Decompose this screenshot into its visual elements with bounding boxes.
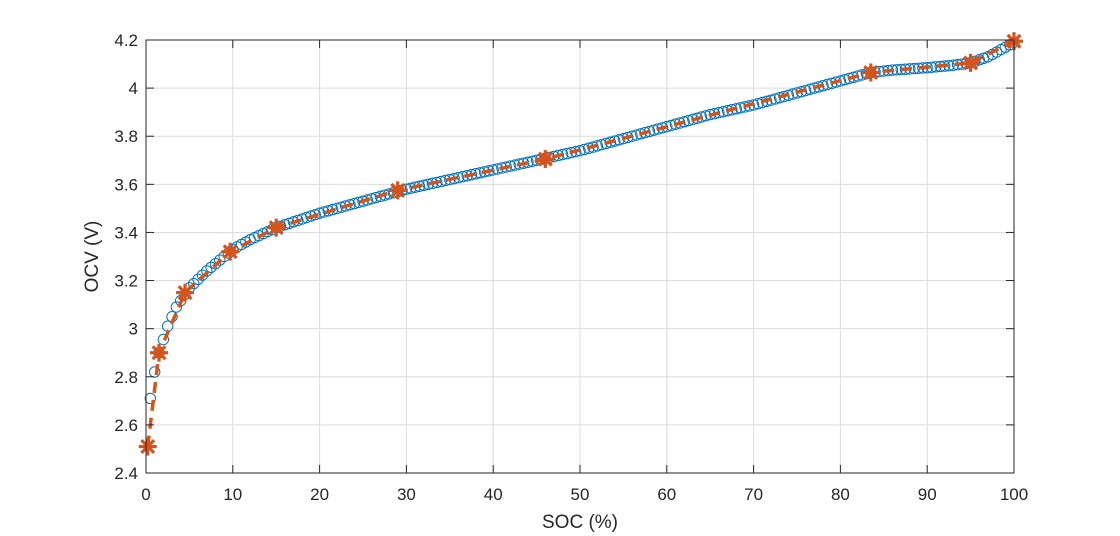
y-tick-label: 2.6 <box>114 416 138 435</box>
x-tick-label: 40 <box>484 485 503 504</box>
ocv-data-point <box>205 261 217 274</box>
ocv-data-point <box>170 301 183 313</box>
asterisk-stroke <box>151 345 167 361</box>
y-tick-label: 4 <box>129 79 138 98</box>
fit-point-asterisk <box>388 181 407 200</box>
ocv-data-point <box>214 254 226 266</box>
fit-point-asterisk <box>138 437 157 456</box>
ocv-data-point <box>691 112 703 124</box>
ocv-data-point <box>192 273 204 286</box>
y-tick-label: 2.4 <box>114 464 138 483</box>
ocv-data-point <box>695 111 708 123</box>
fit-point-asterisk <box>176 283 195 302</box>
y-tick-label: 2.8 <box>114 368 138 387</box>
fit-dashed-line <box>145 39 1015 447</box>
x-tick-label: 90 <box>918 485 937 504</box>
asterisk-stroke <box>177 285 193 301</box>
x-tick-label: 30 <box>397 485 416 504</box>
asterisk-stroke <box>268 220 284 236</box>
x-tick-label: 20 <box>310 485 329 504</box>
ocv-data-point <box>148 366 161 378</box>
ocv-data-point <box>773 92 786 104</box>
asterisk-stroke <box>390 182 406 198</box>
asterisk-stroke <box>222 244 238 260</box>
ocv-data-point <box>144 392 157 405</box>
ocv-data-point <box>326 203 339 216</box>
asterisk-stroke <box>140 439 156 455</box>
ocv-data-point <box>791 87 803 99</box>
ocv-data-point <box>188 277 200 290</box>
y-tick-label: 3.2 <box>114 272 138 291</box>
ocv-data-point <box>313 207 326 219</box>
x-tick-label: 70 <box>744 485 763 504</box>
x-axis-title: SOC (%) <box>542 512 618 533</box>
x-tick-label: 80 <box>831 485 850 504</box>
ocv-data-point <box>209 258 222 270</box>
fit-point-asterisk <box>861 63 880 82</box>
ocv-data-point <box>196 269 209 281</box>
fit-series <box>138 32 1023 456</box>
fit-point-asterisk <box>961 53 980 72</box>
ocv-data-point <box>808 82 821 94</box>
x-tick-label: 0 <box>141 485 150 504</box>
asterisk-stroke <box>963 55 979 71</box>
ocv-data-point <box>292 214 304 227</box>
x-tick-label: 100 <box>1000 485 1028 504</box>
ocv-data-point <box>708 107 721 120</box>
fit-point-asterisk <box>221 242 240 261</box>
ocv-data-point <box>201 265 213 277</box>
ocv-data-point <box>756 96 768 109</box>
asterisk-stroke <box>537 151 553 167</box>
ocv-data-point <box>374 190 387 203</box>
fit-point-asterisk <box>267 218 286 237</box>
y-tick-label: 3.8 <box>114 127 138 146</box>
grid <box>146 40 1014 473</box>
tick-labels: 0 10 20 30 40 50 60 70 80 90 100 2.4 2.6 2.8 3 3.2 3.4 3.… <box>114 31 1028 504</box>
x-tick-label: 60 <box>657 485 676 504</box>
asterisk-stroke <box>863 64 879 80</box>
y-tick-label: 3.4 <box>114 223 138 242</box>
y-axis-title: OCV (V) <box>82 221 103 293</box>
ocv-data-point <box>739 101 751 113</box>
y-tick-label: 3 <box>129 320 138 339</box>
ocv-data-point <box>157 333 170 346</box>
x-tick-label: 10 <box>223 485 242 504</box>
ocv-data-point <box>309 208 321 221</box>
y-tick-label: 3.6 <box>114 175 138 194</box>
fit-point-asterisk <box>536 150 555 169</box>
y-tick-label: 4.2 <box>114 31 138 50</box>
ocv-data-point <box>296 213 308 225</box>
ocv-data-point <box>600 137 612 150</box>
ocv-data-point <box>582 142 595 154</box>
ocv-data-point <box>565 146 578 159</box>
ocv-data-point <box>370 191 382 204</box>
fit-point-asterisk <box>150 343 169 362</box>
x-tick-label: 50 <box>571 485 590 504</box>
ocv-data-point <box>826 77 838 90</box>
ocv-data-point <box>331 202 343 215</box>
